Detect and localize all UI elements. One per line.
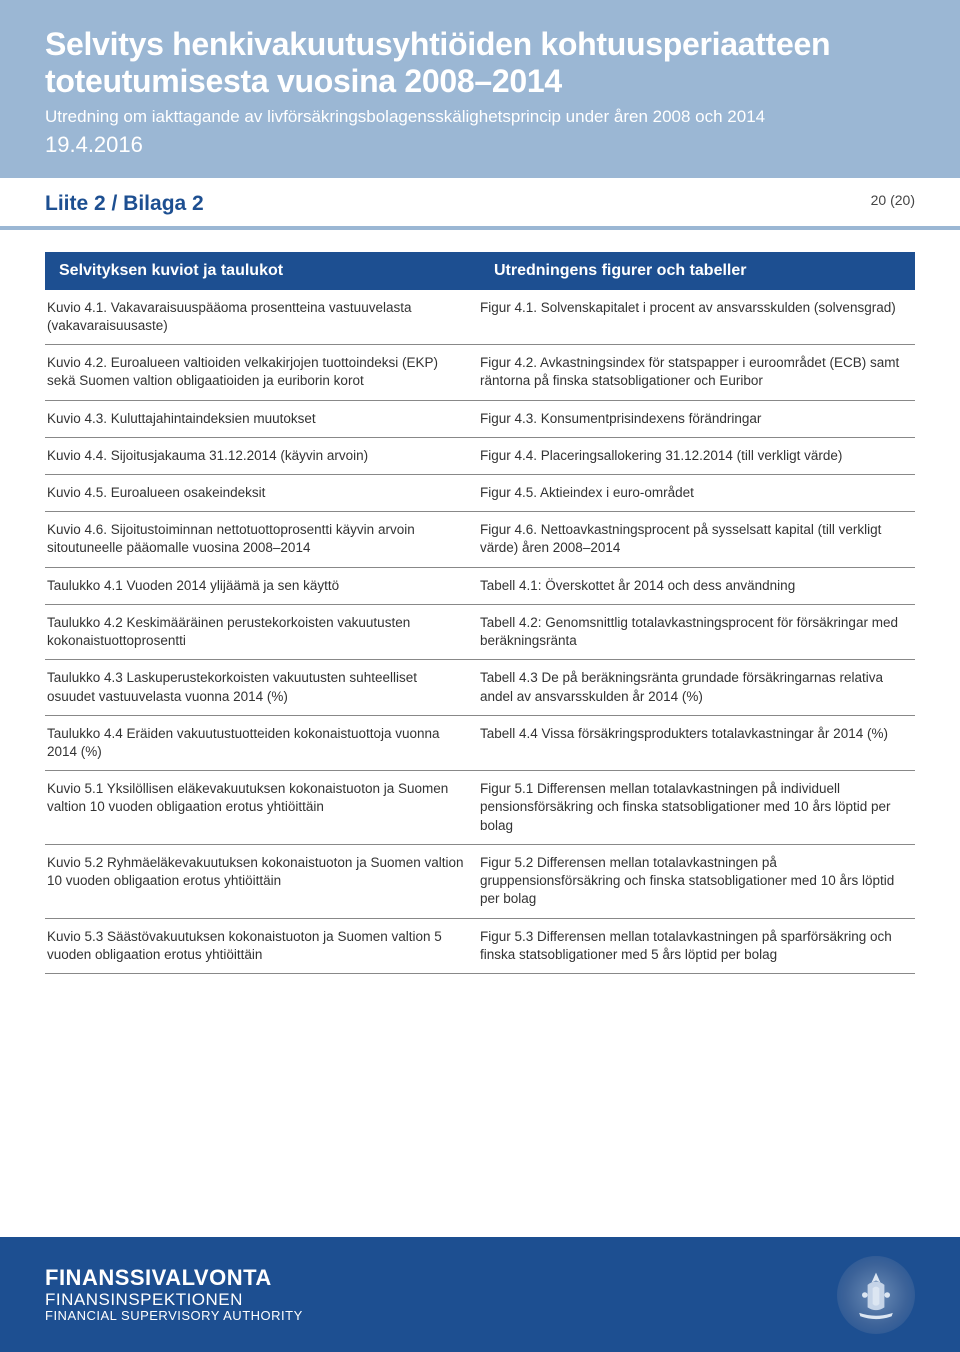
cell-fi: Taulukko 4.2 Keskimääräinen perustekorko…: [45, 605, 480, 660]
footer-line3: FINANCIAL SUPERVISORY AUTHORITY: [45, 1309, 303, 1324]
cell-fi: Kuvio 5.2 Ryhmäeläkevakuutuksen kokonais…: [45, 845, 480, 919]
cell-sv: Figur 5.1 Differensen mellan totalavkast…: [480, 771, 915, 845]
table-row: Kuvio 4.3. Kuluttajahintaindeksien muuto…: [45, 401, 915, 438]
table-header-left: Selvityksen kuviot ja taulukot: [45, 252, 480, 290]
table-row: Taulukko 4.3 Laskuperustekorkoisten vaku…: [45, 660, 915, 715]
cell-fi: Kuvio 5.1 Yksilöllisen eläkevakuutuksen …: [45, 771, 480, 845]
footer-band: FINANSSIVALVONTA FINANSINSPEKTIONEN FINA…: [0, 1237, 960, 1352]
cell-fi: Kuvio 4.1. Vakavaraisuuspääoma prosentte…: [45, 290, 480, 345]
cell-sv: Figur 4.5. Aktieindex i euro-området: [480, 475, 915, 512]
table-row: Taulukko 4.2 Keskimääräinen perustekorko…: [45, 605, 915, 660]
table-row: Taulukko 4.4 Eräiden vakuutustuotteiden …: [45, 716, 915, 771]
table-row: Taulukko 4.1 Vuoden 2014 ylijäämä ja sen…: [45, 568, 915, 605]
table-row: Kuvio 4.1. Vakavaraisuuspääoma prosentte…: [45, 290, 915, 345]
table-row: Kuvio 4.5. Euroalueen osakeindeksitFigur…: [45, 475, 915, 512]
cell-fi: Taulukko 4.1 Vuoden 2014 ylijäämä ja sen…: [45, 568, 480, 605]
table-row: Kuvio 5.1 Yksilöllisen eläkevakuutuksen …: [45, 771, 915, 845]
page-number: 20 (20): [871, 192, 915, 208]
cell-sv: Figur 4.4. Placeringsallokering 31.12.20…: [480, 438, 915, 475]
cell-sv: Tabell 4.1: Överskottet år 2014 och dess…: [480, 568, 915, 605]
footer-org: FINANSSIVALVONTA FINANSINSPEKTIONEN FINA…: [45, 1265, 303, 1325]
cell-sv: Figur 5.2 Differensen mellan totalavkast…: [480, 845, 915, 919]
table-row: Kuvio 5.2 Ryhmäeläkevakuutuksen kokonais…: [45, 845, 915, 919]
table-row: Kuvio 5.3 Säästövakuutuksen kokonaistuot…: [45, 919, 915, 974]
cell-fi: Kuvio 4.2. Euroalueen valtioiden velkaki…: [45, 345, 480, 400]
table-body: Kuvio 4.1. Vakavaraisuuspääoma prosentte…: [45, 290, 915, 974]
cell-sv: Figur 4.6. Nettoavkastningsprocent på sy…: [480, 512, 915, 567]
table-row: Kuvio 4.6. Sijoitustoiminnan nettotuotto…: [45, 512, 915, 567]
table-row: Kuvio 4.4. Sijoitusjakauma 31.12.2014 (k…: [45, 438, 915, 475]
cell-fi: Kuvio 4.4. Sijoitusjakauma 31.12.2014 (k…: [45, 438, 480, 475]
footer-crest-icon: [837, 1256, 915, 1334]
footer-line1: FINANSSIVALVONTA: [45, 1265, 303, 1290]
cell-sv: Figur 4.1. Solvenskapitalet i procent av…: [480, 290, 915, 345]
cell-fi: Kuvio 4.3. Kuluttajahintaindeksien muuto…: [45, 401, 480, 438]
document-date: 19.4.2016: [45, 132, 915, 158]
cell-fi: Taulukko 4.3 Laskuperustekorkoisten vaku…: [45, 660, 480, 715]
section-title: Liite 2 / Bilaga 2: [45, 192, 915, 216]
table-header-right: Utredningens figurer och tabeller: [480, 252, 915, 290]
cell-sv: Figur 4.3. Konsumentprisindexens förändr…: [480, 401, 915, 438]
content-area: Selvityksen kuviot ja taulukot Utredning…: [0, 230, 960, 974]
table-header-row: Selvityksen kuviot ja taulukot Utredning…: [45, 252, 915, 290]
document-title: Selvitys henkivakuutusyhtiöiden kohtuusp…: [45, 26, 915, 100]
cell-fi: Taulukko 4.4 Eräiden vakuutustuotteiden …: [45, 716, 480, 771]
header-band: Selvitys henkivakuutusyhtiöiden kohtuusp…: [0, 0, 960, 178]
document-subtitle: Utredning om iakttagande av livförsäkrin…: [45, 106, 915, 128]
cell-sv: Tabell 4.4 Vissa försäkringsprodukters t…: [480, 716, 915, 771]
cell-sv: Figur 4.2. Avkastningsindex för statspap…: [480, 345, 915, 400]
cell-fi: Kuvio 4.5. Euroalueen osakeindeksit: [45, 475, 480, 512]
section-strip: Liite 2 / Bilaga 2 20 (20): [0, 178, 960, 230]
cell-sv: Tabell 4.2: Genomsnittlig totalavkastnin…: [480, 605, 915, 660]
cell-fi: Kuvio 5.3 Säästövakuutuksen kokonaistuot…: [45, 919, 480, 974]
cell-fi: Kuvio 4.6. Sijoitustoiminnan nettotuotto…: [45, 512, 480, 567]
cell-sv: Tabell 4.3 De på beräkningsränta grundad…: [480, 660, 915, 715]
table-row: Kuvio 4.2. Euroalueen valtioiden velkaki…: [45, 345, 915, 400]
cell-sv: Figur 5.3 Differensen mellan totalavkast…: [480, 919, 915, 974]
footer-line2: FINANSINSPEKTIONEN: [45, 1290, 303, 1310]
